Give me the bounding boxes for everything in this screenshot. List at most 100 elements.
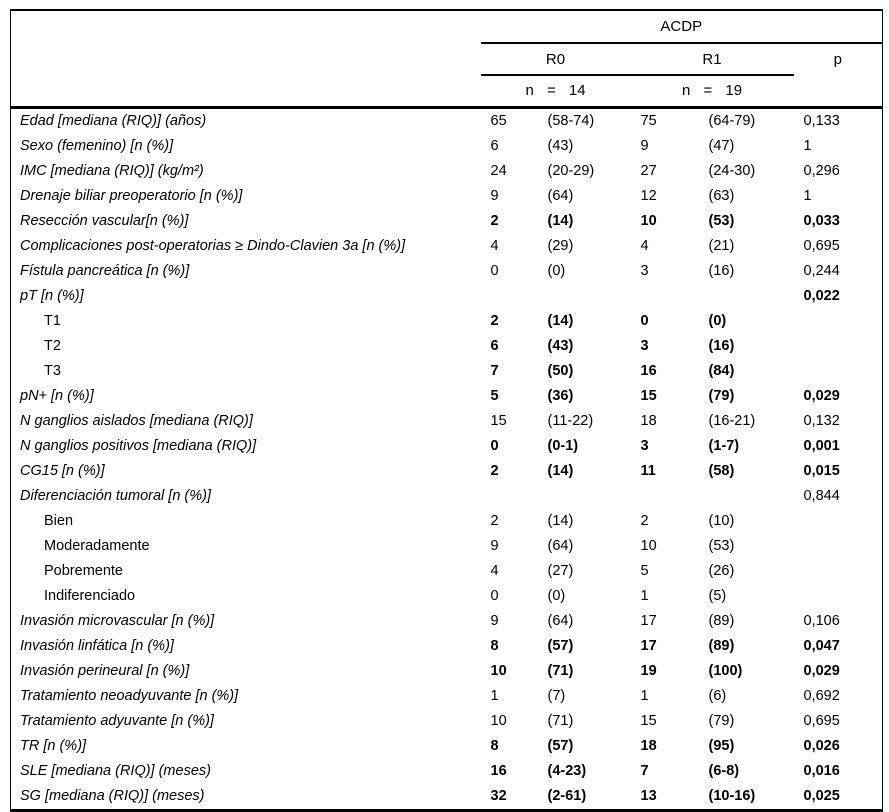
r0-iqr-cell: (4-23) xyxy=(547,762,587,779)
p-value-cell xyxy=(794,559,883,584)
r1-count-cell: 3 xyxy=(640,337,649,354)
r1-iqr-cell: (64-79) xyxy=(708,112,756,129)
row-label-text: Fístula pancreática [n (%)] xyxy=(20,262,190,279)
r1-count-cell: 0 xyxy=(640,312,649,329)
table-row: Indiferenciado 0 (0) 1 (5) xyxy=(11,584,883,609)
r0-count-cell: 2 xyxy=(490,312,499,329)
paper-table-page: ACDP R0 R1 p n = 14 n = 19 Edad [mediana… xyxy=(10,9,883,812)
table-row: T2 6 (43) 3 (16) xyxy=(11,334,883,359)
table-header: ACDP R0 R1 p n = 14 n = 19 xyxy=(10,10,883,109)
row-label: Tratamiento neoadyuvante [n (%)] xyxy=(11,684,481,709)
r0-count-cell: 9 xyxy=(490,187,499,204)
row-label: Bien xyxy=(11,509,481,534)
row-label-text: SLE [mediana (RIQ)] (meses) xyxy=(20,762,211,779)
r1-count-cell: 9 xyxy=(640,137,649,154)
sample-size-r0: n = 14 xyxy=(480,75,631,109)
row-label: Invasión perineural [n (%)] xyxy=(11,659,481,684)
row-label-text: Sexo (femenino) [n (%)] xyxy=(20,137,174,154)
p-value-cell xyxy=(794,334,883,359)
r1-count-cell: 3 xyxy=(640,262,649,279)
r1-count-cell: 15 xyxy=(640,387,657,404)
table-row: Tratamiento adyuvante [n (%)] 10 (71) 15… xyxy=(11,709,883,734)
row-label: Complicaciones post-operatorias ≥ Dindo-… xyxy=(11,234,481,259)
row-label-text: Invasión perineural [n (%)] xyxy=(20,662,190,679)
comparison-table: ACDP R0 R1 p n = 14 n = 19 Edad [mediana… xyxy=(10,9,883,812)
r0-iqr-cell: (64) xyxy=(547,187,574,204)
header-spacer xyxy=(793,75,883,109)
header-row-group: ACDP xyxy=(11,10,883,44)
r1-iqr-cell: (53) xyxy=(708,537,735,554)
row-label: Resección vascular[n (%)] xyxy=(11,209,481,234)
r1-iqr-cell: (53) xyxy=(708,212,735,229)
r0-count-cell: 32 xyxy=(490,787,507,804)
table-row: Sexo (femenino) [n (%)] 6 (43) 9 (47) 1 xyxy=(11,134,883,159)
r0-iqr-cell: (0) xyxy=(547,262,566,279)
r1-count-cell: 3 xyxy=(640,437,649,454)
p-value-cell: 0,029 xyxy=(803,662,840,679)
row-label-text: N ganglios aislados [mediana (RIQ)] xyxy=(20,412,253,429)
r0-iqr-cell: (71) xyxy=(547,662,574,679)
r0-count-cell: 8 xyxy=(490,637,499,654)
row-label: T1 xyxy=(11,309,481,334)
table-body: Edad [mediana (RIQ)] (años) 65 (58-74) 7… xyxy=(11,107,883,810)
r0-iqr-cell: (14) xyxy=(547,462,574,479)
r0-count-cell: 6 xyxy=(490,337,499,354)
row-label: N ganglios aislados [mediana (RIQ)] xyxy=(11,409,481,434)
r1-iqr-cell: (79) xyxy=(708,387,735,404)
row-label: Fístula pancreática [n (%)] xyxy=(11,259,481,284)
row-label: Drenaje biliar preoperatorio [n (%)] xyxy=(11,184,481,209)
table-row: Invasión microvascular [n (%)] 9 (64) 17… xyxy=(11,609,883,634)
p-value-cell: 0,106 xyxy=(803,612,840,629)
table-row: N ganglios aislados [mediana (RIQ)] 15 (… xyxy=(11,409,883,434)
r0-count-cell: 24 xyxy=(490,162,507,179)
r0-iqr-cell: (14) xyxy=(547,212,574,229)
r1-iqr-cell xyxy=(699,484,794,509)
row-label-text: TR [n (%)] xyxy=(20,737,87,754)
row-label: Moderadamente xyxy=(11,534,481,559)
r0-iqr-cell: (2-61) xyxy=(547,787,587,804)
row-label: N ganglios positivos [mediana (RIQ)] xyxy=(11,434,481,459)
r1-count-cell: 17 xyxy=(640,612,657,629)
table-row: IMC [mediana (RIQ)] (kg/m²) 24 (20-29) 2… xyxy=(11,159,883,184)
r1-count-cell xyxy=(631,484,699,509)
row-label-text: Tratamiento neoadyuvante [n (%)] xyxy=(20,687,239,704)
row-label: T3 xyxy=(11,359,481,384)
r0-count-cell: 10 xyxy=(490,712,507,729)
r0-count-cell: 2 xyxy=(490,212,499,229)
r1-iqr-cell: (89) xyxy=(708,637,735,654)
row-label-text: Pobremente xyxy=(44,562,123,579)
r1-iqr-cell: (16-21) xyxy=(708,412,756,429)
r0-iqr-cell: (14) xyxy=(547,512,574,529)
table-row: T3 7 (50) 16 (84) xyxy=(11,359,883,384)
column-header-r1: R1 xyxy=(630,43,794,76)
row-label-text: N ganglios positivos [mediana (RIQ)] xyxy=(20,437,257,454)
table-row: N ganglios positivos [mediana (RIQ)] 0 (… xyxy=(11,434,883,459)
r1-count-cell: 13 xyxy=(640,787,657,804)
row-label: T2 xyxy=(11,334,481,359)
r1-iqr-cell: (16) xyxy=(708,337,735,354)
header-spacer xyxy=(11,10,481,43)
table-row: Pobremente 4 (27) 5 (26) xyxy=(11,559,883,584)
r0-iqr-cell: (43) xyxy=(547,137,574,154)
r1-count-cell: 7 xyxy=(640,762,649,779)
table-row: T1 2 (14) 0 (0) xyxy=(11,309,883,334)
p-value-cell: 0,026 xyxy=(803,737,840,754)
column-group-header-acdp: ACDP xyxy=(480,10,883,44)
row-label: Invasión microvascular [n (%)] xyxy=(11,609,481,634)
row-label: Pobremente xyxy=(11,559,481,584)
p-value-cell xyxy=(794,509,883,534)
r1-iqr-cell: (79) xyxy=(708,712,735,729)
header-spacer xyxy=(11,43,481,75)
table-row: Moderadamente 9 (64) 10 (53) xyxy=(11,534,883,559)
p-value-cell xyxy=(794,584,883,609)
table-row: pN+ [n (%)] 5 (36) 15 (79) 0,029 xyxy=(11,384,883,409)
table-row: Invasión linfática [n (%)] 8 (57) 17 (89… xyxy=(11,634,883,659)
r0-iqr-cell: (27) xyxy=(547,562,574,579)
row-label-text: pN+ [n (%)] xyxy=(20,387,94,404)
row-label: pT [n (%)] xyxy=(11,284,481,309)
row-label-text: Edad [mediana (RIQ)] (años) xyxy=(20,112,207,129)
row-label-text: Drenaje biliar preoperatorio [n (%)] xyxy=(20,187,243,204)
r0-count-cell: 65 xyxy=(490,112,507,129)
row-label-text: T2 xyxy=(44,337,61,354)
r1-count-cell: 18 xyxy=(640,412,657,429)
